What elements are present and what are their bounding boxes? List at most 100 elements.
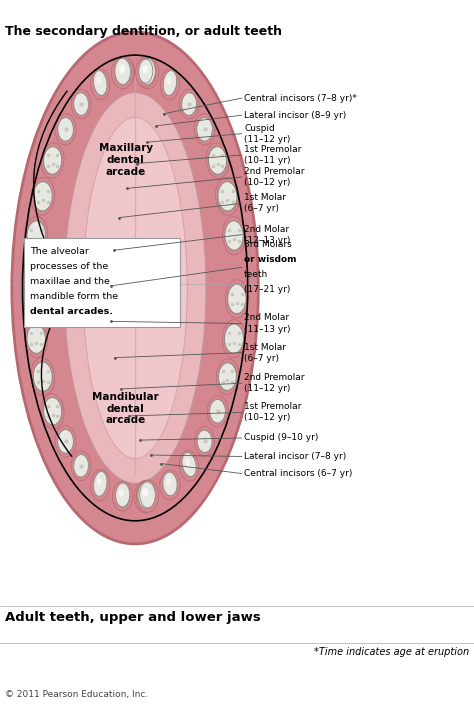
Ellipse shape <box>225 221 243 250</box>
Ellipse shape <box>58 117 73 141</box>
Ellipse shape <box>41 143 64 178</box>
Ellipse shape <box>55 426 76 457</box>
Text: Adult teeth, upper and lower jaws: Adult teeth, upper and lower jaws <box>5 611 261 624</box>
Text: maxillae and the: maxillae and the <box>30 277 110 287</box>
Ellipse shape <box>64 92 206 483</box>
Text: mandible form the: mandible form the <box>30 292 118 301</box>
Ellipse shape <box>216 177 239 215</box>
FancyBboxPatch shape <box>24 238 180 327</box>
Ellipse shape <box>119 488 124 497</box>
Ellipse shape <box>58 429 73 453</box>
Ellipse shape <box>142 65 147 73</box>
Ellipse shape <box>118 59 131 83</box>
Ellipse shape <box>209 146 227 174</box>
Ellipse shape <box>71 89 91 119</box>
Text: Central incisors (7–8 yr)*: Central incisors (7–8 yr)* <box>244 94 357 102</box>
Text: teeth: teeth <box>244 270 268 279</box>
Text: Maxillary
dental
arcade: Maxillary dental arcade <box>99 144 153 176</box>
Ellipse shape <box>138 482 154 508</box>
Text: 1st Premolar
(10–12 yr): 1st Premolar (10–12 yr) <box>244 402 301 422</box>
Text: 2nd Molar
(11–13 yr): 2nd Molar (11–13 yr) <box>244 314 291 333</box>
Ellipse shape <box>197 430 212 452</box>
Ellipse shape <box>139 59 153 83</box>
Text: processes of the: processes of the <box>30 262 108 272</box>
Text: Cuspid
(11–12 yr): Cuspid (11–12 yr) <box>244 124 291 144</box>
Ellipse shape <box>93 70 107 95</box>
Ellipse shape <box>179 451 199 481</box>
Ellipse shape <box>41 394 64 429</box>
Ellipse shape <box>27 324 46 353</box>
Ellipse shape <box>120 65 126 73</box>
Text: 2nd Premolar
(11–12 yr): 2nd Premolar (11–12 yr) <box>244 373 305 393</box>
Ellipse shape <box>140 482 155 508</box>
Ellipse shape <box>166 76 171 85</box>
Text: 1st Premolar
(10–11 yr): 1st Premolar (10–11 yr) <box>244 145 301 165</box>
Ellipse shape <box>114 58 135 87</box>
Ellipse shape <box>97 76 101 85</box>
Ellipse shape <box>210 400 225 423</box>
Ellipse shape <box>136 480 159 513</box>
Ellipse shape <box>140 58 155 85</box>
Ellipse shape <box>222 216 246 255</box>
Text: 1st Molar
(6–7 yr): 1st Molar (6–7 yr) <box>244 343 286 363</box>
Text: Lateral incisor (8–9 yr): Lateral incisor (8–9 yr) <box>244 111 346 119</box>
Ellipse shape <box>143 488 149 497</box>
Ellipse shape <box>195 427 215 456</box>
Ellipse shape <box>93 471 107 496</box>
Ellipse shape <box>134 481 157 513</box>
Ellipse shape <box>160 69 180 100</box>
Text: 3rd Molars: 3rd Molars <box>244 240 292 250</box>
Ellipse shape <box>33 182 52 211</box>
Ellipse shape <box>136 57 159 89</box>
Ellipse shape <box>91 69 110 100</box>
Ellipse shape <box>115 58 130 85</box>
Ellipse shape <box>216 359 239 395</box>
Text: © 2011 Pearson Education, Inc.: © 2011 Pearson Education, Inc. <box>5 690 148 699</box>
Text: Mandibular
dental
arcade: Mandibular dental arcade <box>92 392 159 425</box>
Text: 2nd Molar
(12–13 yr): 2nd Molar (12–13 yr) <box>244 225 291 245</box>
Ellipse shape <box>197 117 212 141</box>
Ellipse shape <box>141 488 147 497</box>
Text: or wisdom: or wisdom <box>244 255 297 264</box>
Ellipse shape <box>225 324 244 353</box>
Text: The alveolar: The alveolar <box>30 247 89 257</box>
Ellipse shape <box>73 93 89 115</box>
Text: *Time indicates age at eruption: *Time indicates age at eruption <box>314 647 469 657</box>
Ellipse shape <box>33 362 52 391</box>
Ellipse shape <box>25 320 48 358</box>
Ellipse shape <box>112 481 133 511</box>
Ellipse shape <box>44 397 62 425</box>
Ellipse shape <box>83 117 187 459</box>
Ellipse shape <box>27 221 46 250</box>
Ellipse shape <box>111 57 134 89</box>
Ellipse shape <box>163 472 177 496</box>
Ellipse shape <box>182 453 196 476</box>
Text: Lateral incisor (7–8 yr): Lateral incisor (7–8 yr) <box>244 452 346 461</box>
Text: 2nd Premolar
(10–12 yr): 2nd Premolar (10–12 yr) <box>244 167 305 187</box>
Ellipse shape <box>118 65 124 73</box>
Ellipse shape <box>185 458 191 466</box>
Ellipse shape <box>222 319 246 358</box>
Ellipse shape <box>143 65 149 73</box>
Text: 1st Molar
(6–7 yr): 1st Molar (6–7 yr) <box>244 193 286 213</box>
Ellipse shape <box>219 363 237 390</box>
Ellipse shape <box>228 284 246 314</box>
Ellipse shape <box>206 143 229 178</box>
Ellipse shape <box>166 478 171 486</box>
Ellipse shape <box>31 358 55 395</box>
Ellipse shape <box>31 177 55 215</box>
Text: The secondary dentition, or adult teeth: The secondary dentition, or adult teeth <box>5 25 282 38</box>
Ellipse shape <box>182 93 197 115</box>
Ellipse shape <box>91 469 110 501</box>
Ellipse shape <box>207 395 228 427</box>
Ellipse shape <box>218 182 237 211</box>
Ellipse shape <box>160 470 180 500</box>
Ellipse shape <box>44 146 62 174</box>
Ellipse shape <box>163 70 177 95</box>
Text: dental arcades.: dental arcades. <box>30 307 113 316</box>
Ellipse shape <box>97 477 101 486</box>
Ellipse shape <box>55 114 76 145</box>
Text: Cuspid (9–10 yr): Cuspid (9–10 yr) <box>244 434 319 442</box>
Text: (17–21 yr): (17–21 yr) <box>244 285 291 294</box>
Ellipse shape <box>12 32 258 544</box>
